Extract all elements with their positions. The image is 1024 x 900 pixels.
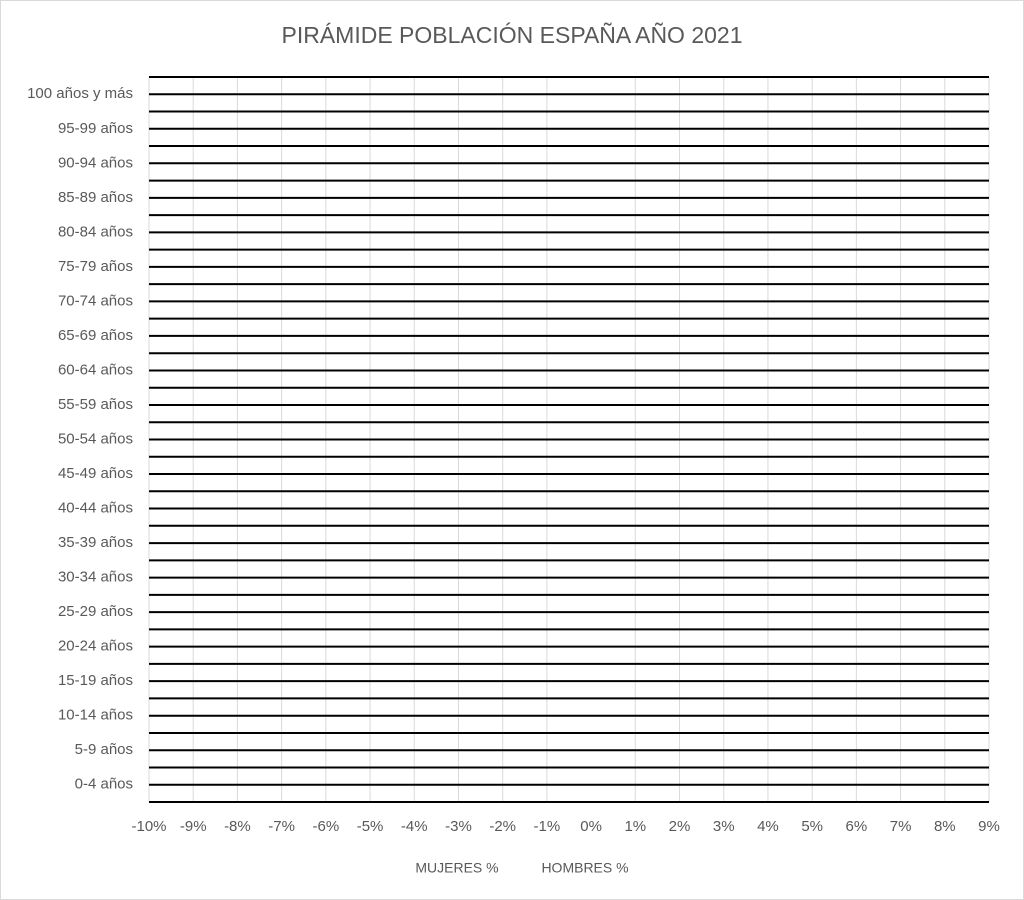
y-tick-label: 35-39 años bbox=[58, 534, 133, 551]
y-tick-label: 30-34 años bbox=[58, 569, 133, 586]
x-tick-label: 3% bbox=[713, 818, 735, 835]
x-tick-label: 5% bbox=[801, 818, 823, 835]
y-tick-label: 20-24 años bbox=[58, 638, 133, 655]
x-tick-label: 8% bbox=[934, 818, 956, 835]
x-tick-label: -10% bbox=[131, 818, 166, 835]
x-tick-label: 1% bbox=[624, 818, 646, 835]
y-tick-label: 80-84 años bbox=[58, 223, 133, 240]
x-tick-label: 0% bbox=[580, 818, 602, 835]
y-tick-label: 100 años y más bbox=[27, 85, 133, 102]
x-tick-label: 9% bbox=[978, 818, 1000, 835]
y-tick-label: 75-79 años bbox=[58, 258, 133, 275]
x-tick-label: -5% bbox=[357, 818, 384, 835]
y-tick-label: 65-69 años bbox=[58, 327, 133, 344]
y-tick-label: 90-94 años bbox=[58, 154, 133, 171]
x-tick-label: -9% bbox=[180, 818, 207, 835]
y-tick-label: 55-59 años bbox=[58, 396, 133, 413]
x-tick-label: -4% bbox=[401, 818, 428, 835]
y-tick-label: 50-54 años bbox=[58, 430, 133, 447]
legend-label: MUJERES % bbox=[415, 860, 498, 876]
y-tick-label: 0-4 años bbox=[75, 776, 133, 793]
x-tick-label: -1% bbox=[534, 818, 561, 835]
y-tick-label: 85-89 años bbox=[58, 189, 133, 206]
y-tick-label: 5-9 años bbox=[75, 741, 133, 758]
y-tick-label: 40-44 años bbox=[58, 500, 133, 517]
chart-title: PIRÁMIDE POBLACIÓN ESPAÑA AÑO 2021 bbox=[281, 22, 742, 48]
y-tick-label: 45-49 años bbox=[58, 465, 133, 482]
y-tick-label: 10-14 años bbox=[58, 707, 133, 724]
y-tick-label: 95-99 años bbox=[58, 120, 133, 137]
y-tick-label: 15-19 años bbox=[58, 672, 133, 689]
x-tick-label: -2% bbox=[489, 818, 516, 835]
x-tick-label: 4% bbox=[757, 818, 779, 835]
legend-label: HOMBRES % bbox=[541, 860, 628, 876]
y-tick-label: 25-29 años bbox=[58, 603, 133, 620]
x-tick-label: 2% bbox=[669, 818, 691, 835]
y-tick-label: 70-74 años bbox=[58, 292, 133, 309]
x-tick-label: -8% bbox=[224, 818, 251, 835]
x-tick-label: -7% bbox=[268, 818, 295, 835]
x-tick-label: -6% bbox=[312, 818, 339, 835]
y-tick-label: 60-64 años bbox=[58, 361, 133, 378]
x-tick-label: 6% bbox=[846, 818, 868, 835]
x-tick-label: 7% bbox=[890, 818, 912, 835]
x-tick-label: -3% bbox=[445, 818, 472, 835]
